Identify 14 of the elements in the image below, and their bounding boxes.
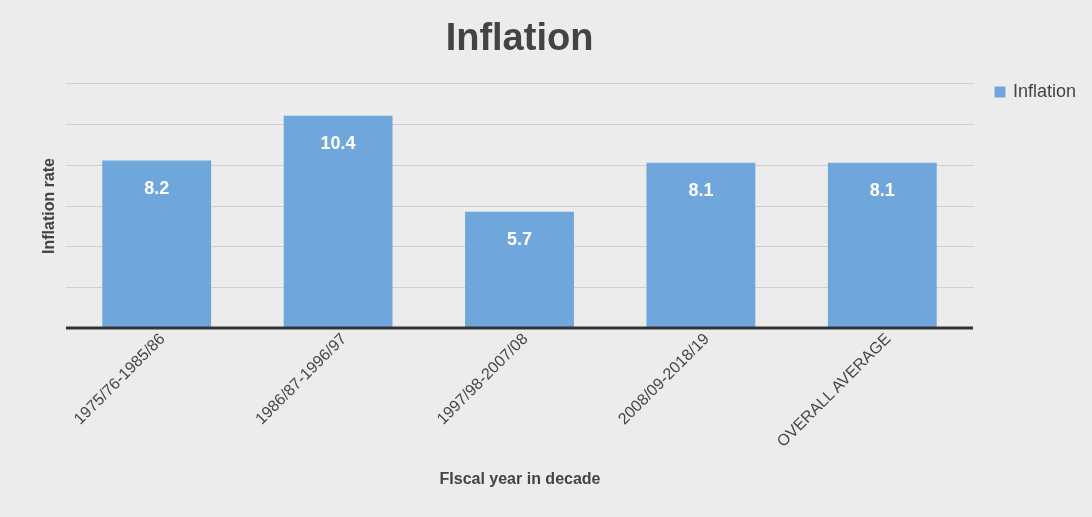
data-label: 5.7 [506, 228, 533, 249]
legend-label: Inflation [1013, 81, 1077, 101]
data-label: 8.1 [869, 179, 895, 200]
chart-title: Inflation [445, 16, 594, 58]
bar [102, 160, 212, 328]
bar [283, 115, 393, 328]
data-label: 10.4 [320, 132, 356, 153]
bar [646, 162, 756, 328]
x-axis-title: FIscal year in decade [439, 470, 601, 488]
y-axis-title: Inflation rate [39, 157, 57, 255]
data-label: 8.1 [688, 179, 714, 200]
bar [827, 162, 937, 328]
bar [465, 211, 574, 328]
data-label: 8.2 [144, 177, 170, 198]
